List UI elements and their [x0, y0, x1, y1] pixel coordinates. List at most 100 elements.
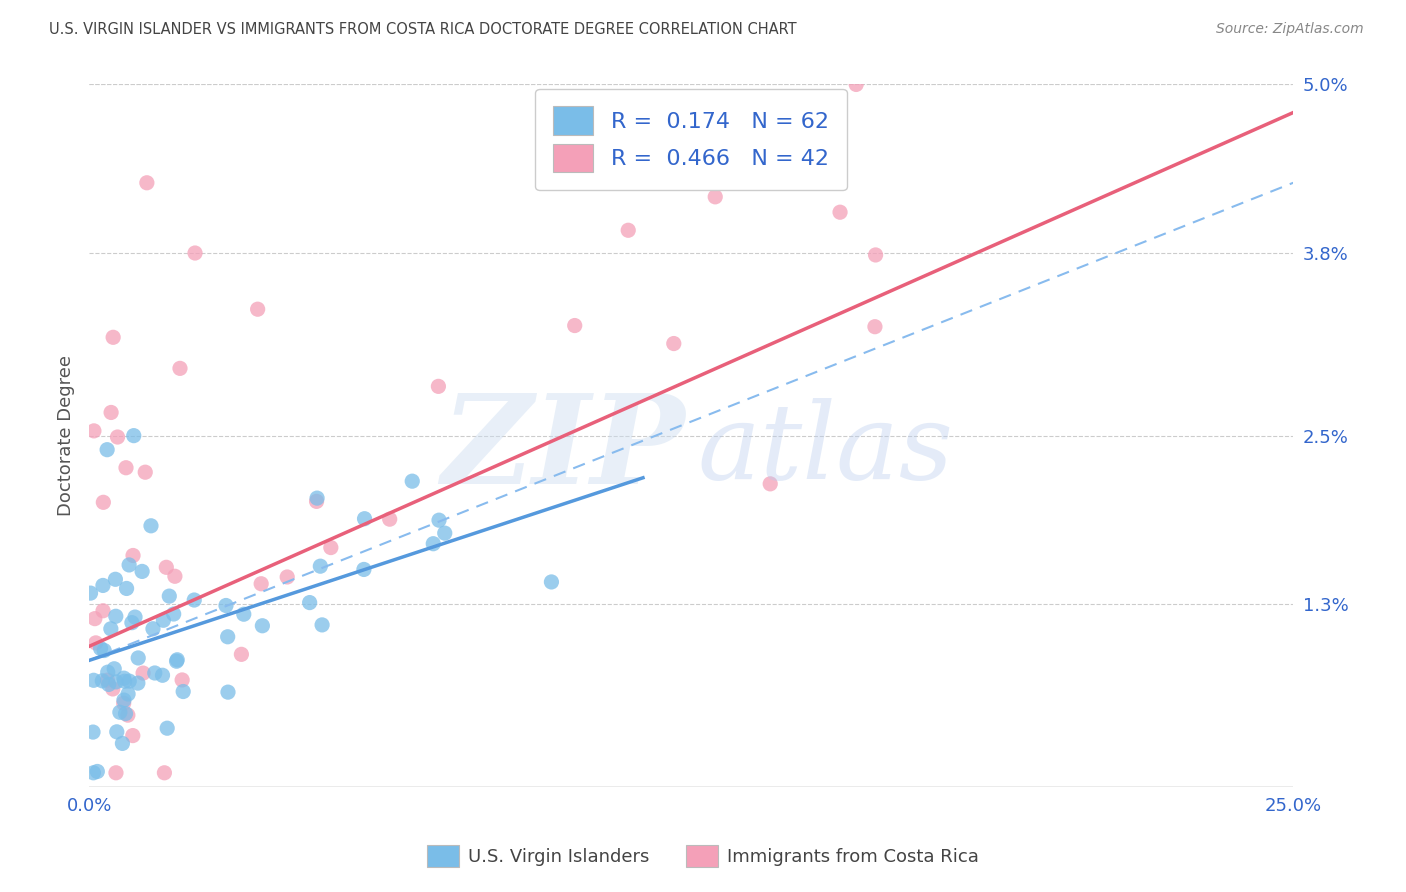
- Point: [118, 674, 141, 689]
- Point: [112, 693, 135, 707]
- Point: [252, 619, 274, 633]
- Point: [97, 665, 120, 680]
- Point: [704, 190, 727, 204]
- Point: [828, 205, 851, 219]
- Point: [183, 593, 205, 607]
- Point: [107, 430, 129, 444]
- Text: atlas: atlas: [697, 398, 953, 501]
- Point: [135, 176, 157, 190]
- Point: [104, 674, 127, 689]
- Point: [115, 582, 138, 596]
- Point: [82, 725, 104, 739]
- Point: [217, 630, 239, 644]
- Point: [353, 512, 375, 526]
- Point: [91, 604, 114, 618]
- Point: [118, 558, 141, 572]
- Point: [121, 615, 143, 630]
- Point: [427, 513, 450, 527]
- Point: [91, 673, 114, 688]
- Point: [311, 618, 333, 632]
- Point: [433, 526, 456, 541]
- Point: [231, 648, 253, 662]
- Point: [122, 549, 145, 563]
- Point: [166, 654, 188, 668]
- Text: ZIP: ZIP: [441, 389, 685, 510]
- Point: [104, 609, 127, 624]
- Point: [759, 476, 782, 491]
- Point: [96, 673, 118, 688]
- Text: U.S. VIRGIN ISLANDER VS IMMIGRANTS FROM COSTA RICA DOCTORATE DEGREE CORRELATION : U.S. VIRGIN ISLANDER VS IMMIGRANTS FROM …: [49, 22, 797, 37]
- Point: [83, 612, 105, 626]
- Point: [232, 607, 254, 622]
- Point: [215, 599, 238, 613]
- Point: [124, 610, 146, 624]
- Point: [97, 677, 120, 691]
- Point: [142, 622, 165, 636]
- Point: [117, 708, 139, 723]
- Point: [250, 576, 273, 591]
- Point: [127, 676, 149, 690]
- Point: [863, 319, 886, 334]
- Point: [96, 442, 118, 457]
- Point: [114, 706, 136, 721]
- Point: [617, 223, 640, 237]
- Point: [353, 562, 375, 576]
- Point: [83, 673, 105, 688]
- Point: [157, 589, 180, 603]
- Point: [134, 465, 156, 479]
- Point: [307, 491, 329, 505]
- Point: [217, 685, 239, 699]
- Point: [83, 424, 105, 438]
- Point: [153, 765, 176, 780]
- Point: [143, 665, 166, 680]
- Point: [91, 495, 114, 509]
- Point: [378, 512, 401, 526]
- Point: [298, 596, 321, 610]
- Point: [155, 560, 177, 574]
- Point: [105, 724, 128, 739]
- Point: [309, 559, 332, 574]
- Y-axis label: Doctorate Degree: Doctorate Degree: [58, 355, 75, 516]
- Point: [276, 570, 298, 584]
- Point: [401, 474, 423, 488]
- Point: [163, 607, 186, 621]
- Point: [305, 494, 328, 508]
- Point: [117, 687, 139, 701]
- Point: [172, 684, 194, 698]
- Point: [82, 765, 104, 780]
- Text: Source: ZipAtlas.com: Source: ZipAtlas.com: [1216, 22, 1364, 37]
- Point: [131, 565, 153, 579]
- Point: [104, 765, 127, 780]
- Point: [91, 578, 114, 592]
- Point: [90, 641, 112, 656]
- Point: [139, 518, 162, 533]
- Point: [127, 651, 149, 665]
- Point: [540, 574, 562, 589]
- Point: [114, 674, 136, 689]
- Point: [115, 460, 138, 475]
- Point: [93, 643, 115, 657]
- Point: [132, 666, 155, 681]
- Point: [163, 569, 186, 583]
- Point: [246, 302, 269, 317]
- Point: [184, 246, 207, 260]
- Point: [166, 653, 188, 667]
- Point: [865, 248, 887, 262]
- Legend: U.S. Virgin Islanders, Immigrants from Costa Rica: U.S. Virgin Islanders, Immigrants from C…: [419, 838, 987, 874]
- Point: [122, 428, 145, 442]
- Point: [156, 721, 179, 735]
- Point: [427, 379, 450, 393]
- Point: [319, 541, 342, 555]
- Point: [172, 673, 194, 687]
- Point: [112, 696, 135, 710]
- Point: [86, 764, 108, 779]
- Point: [111, 736, 134, 750]
- Point: [100, 622, 122, 636]
- Point: [662, 336, 685, 351]
- Point: [152, 668, 174, 682]
- Point: [152, 613, 174, 627]
- Point: [845, 78, 868, 92]
- Point: [121, 729, 143, 743]
- Point: [422, 537, 444, 551]
- Point: [79, 586, 101, 600]
